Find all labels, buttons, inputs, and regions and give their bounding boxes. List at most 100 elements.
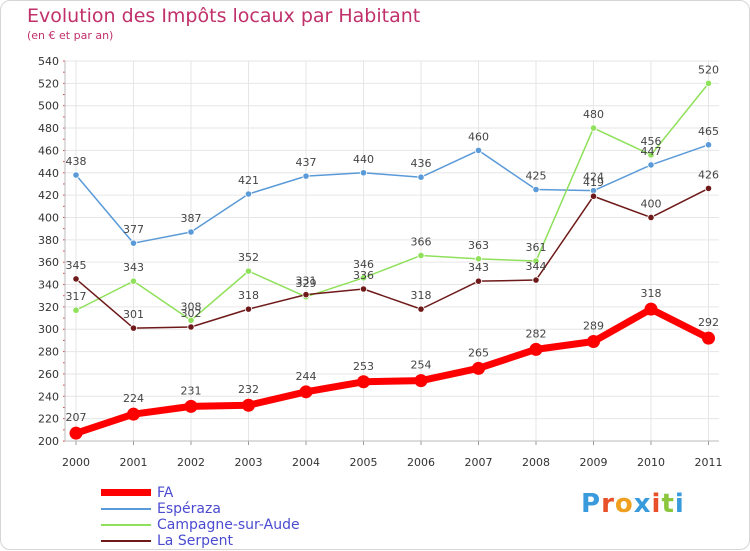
data-label: 343 xyxy=(123,261,144,274)
series-line-1 xyxy=(75,144,710,244)
legend-swatch xyxy=(101,508,151,510)
data-point xyxy=(72,275,80,283)
data-label: 207 xyxy=(66,411,87,424)
logo-letter: x xyxy=(633,489,652,519)
legend-label: FA xyxy=(157,485,174,501)
data-label: 301 xyxy=(123,308,144,321)
logo-letter: P xyxy=(581,489,602,519)
data-point xyxy=(702,331,715,345)
data-point xyxy=(474,277,483,285)
data-point xyxy=(302,290,310,299)
data-point xyxy=(704,184,713,193)
proxiti-logo: Proxiti xyxy=(581,489,685,519)
data-label: 346 xyxy=(353,258,374,271)
legend: FA Espéraza Campagne-sur-Aude La Serpent xyxy=(101,485,361,549)
legend-label: La Serpent xyxy=(157,533,233,549)
legend-label: Espéraza xyxy=(157,501,221,517)
y-tick-label: 220 xyxy=(38,413,59,426)
y-tick-label: 520 xyxy=(38,77,59,90)
y-tick-label: 420 xyxy=(38,189,59,202)
data-label: 456 xyxy=(641,135,662,148)
data-point xyxy=(187,323,195,331)
legend-swatch xyxy=(101,524,151,526)
data-label: 520 xyxy=(698,63,719,76)
data-label: 345 xyxy=(66,259,87,272)
data-point xyxy=(647,151,655,159)
data-label: 244 xyxy=(296,370,317,383)
data-label: 387 xyxy=(181,212,202,225)
legend-item: FA xyxy=(101,485,361,501)
data-label: 436 xyxy=(411,157,432,170)
data-point xyxy=(244,190,253,198)
x-tick-label: 2008 xyxy=(522,456,550,469)
data-point xyxy=(187,228,195,236)
data-point xyxy=(72,306,80,314)
data-point xyxy=(129,239,138,247)
data-label: 438 xyxy=(66,155,87,168)
data-label: 437 xyxy=(296,156,317,169)
x-tick-label: 2009 xyxy=(580,456,608,469)
data-point xyxy=(589,124,598,132)
x-tick-label: 2000 xyxy=(62,456,90,469)
data-point xyxy=(532,185,540,194)
logo-letter: o xyxy=(614,489,634,519)
data-label: 424 xyxy=(583,171,604,184)
data-label: 447 xyxy=(641,145,662,158)
data-point xyxy=(589,192,598,200)
legend-swatch xyxy=(101,540,151,542)
data-point xyxy=(647,213,655,222)
series-line-2 xyxy=(75,82,710,322)
series-line-0 xyxy=(72,305,712,437)
data-label: 282 xyxy=(526,327,547,340)
data-label: 465 xyxy=(698,125,719,138)
legend-item: La Serpent xyxy=(101,533,361,549)
y-tick-label: 400 xyxy=(38,211,59,224)
x-tick-label: 2004 xyxy=(292,456,320,469)
y-tick-label: 440 xyxy=(38,167,59,180)
data-label: 343 xyxy=(468,261,489,274)
data-point xyxy=(127,407,140,421)
data-label: 336 xyxy=(353,269,374,282)
y-tick-label: 320 xyxy=(38,301,59,314)
data-point xyxy=(417,251,425,260)
y-tick-label: 340 xyxy=(38,279,59,292)
data-point xyxy=(302,172,310,180)
data-label: 344 xyxy=(526,260,547,273)
legend-swatch xyxy=(101,489,151,496)
logo-letter: i xyxy=(674,489,685,519)
chart-subtitle: (en € et par an) xyxy=(27,29,114,42)
data-label: 232 xyxy=(238,383,259,396)
data-point xyxy=(647,161,655,169)
data-point xyxy=(472,361,485,375)
y-tick-label: 200 xyxy=(38,435,59,448)
data-label: 318 xyxy=(411,289,432,302)
legend-item: Espéraza xyxy=(101,501,361,517)
logo-letter: i xyxy=(651,489,662,519)
y-tick-label: 460 xyxy=(38,144,59,157)
x-tick-label: 2010 xyxy=(637,456,665,469)
x-tick-label: 2003 xyxy=(235,456,263,469)
data-point xyxy=(359,285,368,293)
data-label: 480 xyxy=(583,108,604,121)
data-point xyxy=(414,374,428,388)
y-tick-label: 360 xyxy=(38,256,59,269)
data-point xyxy=(532,276,540,284)
data-point xyxy=(474,146,483,155)
data-label: 317 xyxy=(66,290,87,303)
data-point xyxy=(129,324,138,332)
data-point xyxy=(704,141,713,149)
data-label: 318 xyxy=(238,289,259,302)
logo-letter: r xyxy=(601,489,615,519)
y-tick-label: 500 xyxy=(38,100,59,113)
data-label: 231 xyxy=(181,384,202,397)
data-point xyxy=(299,385,313,399)
data-point xyxy=(69,426,83,440)
data-label: 366 xyxy=(411,235,432,248)
data-label: 419 xyxy=(583,176,604,189)
chart-title: Evolution des Impôts locaux par Habitant xyxy=(27,5,421,27)
data-point xyxy=(529,342,543,356)
data-label: 363 xyxy=(468,239,489,252)
data-label: 289 xyxy=(583,320,604,333)
x-tick-label: 2002 xyxy=(177,456,205,469)
